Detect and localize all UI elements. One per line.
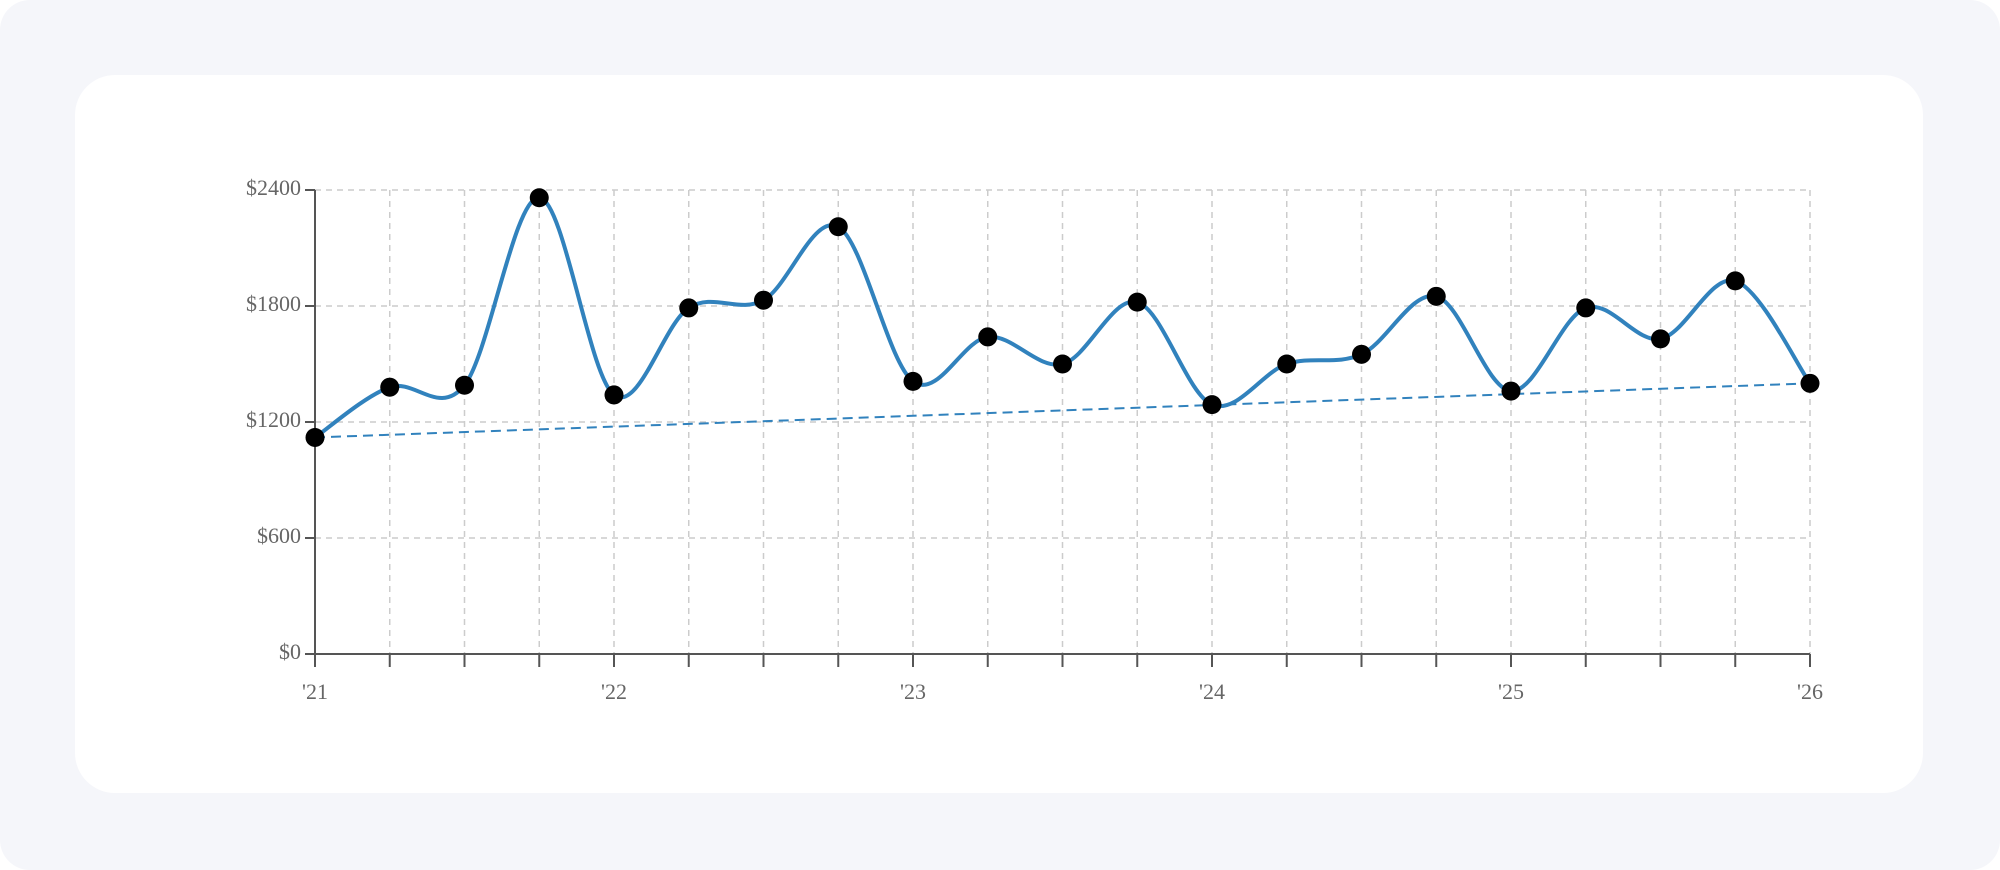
line: [313, 195, 1812, 440]
x-tick-label: '21: [302, 679, 328, 704]
point: [978, 327, 998, 347]
x-tick-label: '24: [1199, 679, 1225, 704]
card: [75, 75, 1923, 793]
point: [1576, 298, 1596, 318]
point: [1352, 344, 1371, 364]
x-tick-label: '26: [1797, 679, 1823, 704]
x-tick-label: '22: [601, 679, 627, 704]
y-tick-label: $1200: [246, 407, 301, 432]
point: [455, 375, 474, 395]
point: [1800, 373, 1820, 393]
y-tick-label: $2400: [246, 175, 301, 200]
trend-line: [314, 382, 1811, 439]
point: [679, 298, 699, 318]
point: [1053, 354, 1072, 374]
y-tick-label: $600: [257, 523, 301, 548]
point: [380, 377, 400, 397]
y-tick-label: $0: [279, 639, 301, 664]
point: [1426, 286, 1446, 306]
point: [1651, 329, 1670, 349]
point: [828, 217, 848, 237]
point: [754, 290, 773, 310]
point: [1127, 292, 1147, 312]
x-tick-label: '25: [1498, 679, 1524, 704]
y-tick-label: $1800: [246, 291, 301, 316]
point: [529, 188, 549, 208]
point: [604, 385, 624, 405]
point: [1202, 395, 1222, 415]
point: [1725, 271, 1745, 291]
point: [1277, 354, 1297, 374]
x-tick-label: '23: [900, 679, 926, 704]
point: [305, 427, 325, 447]
point: [1501, 381, 1521, 401]
point: [903, 371, 923, 391]
